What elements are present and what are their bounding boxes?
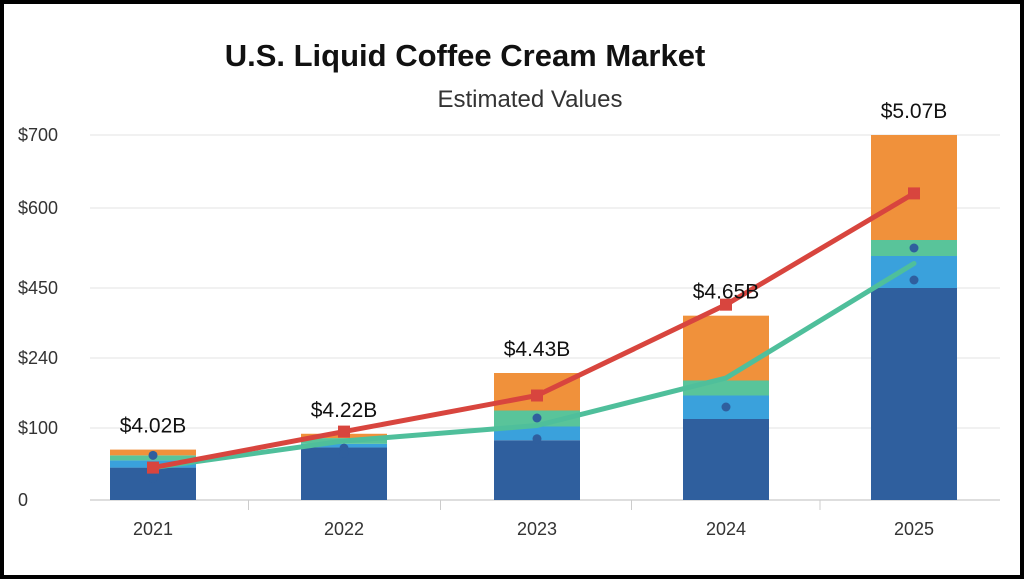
data-label: $4.02B: [120, 415, 187, 438]
scatter-point: [532, 434, 542, 444]
line-marker: [338, 425, 350, 438]
y-tick-label: $450: [18, 278, 58, 298]
line-marker: [147, 461, 159, 474]
trend-line: [150, 260, 917, 471]
scatter-point: [148, 473, 158, 483]
y-tick-label: $700: [18, 125, 58, 145]
x-tick-label: 2021: [133, 519, 173, 539]
data-label: $5.07B: [881, 100, 948, 123]
x-tick-label: 2024: [706, 519, 746, 539]
bar-segment: [871, 288, 957, 500]
scatter-point: [909, 275, 919, 285]
data-label: $4.65B: [693, 281, 760, 304]
chart-subtitle: Estimated Values: [437, 86, 623, 113]
scatter-point: [532, 413, 542, 423]
y-tick-label: $600: [18, 198, 58, 218]
scatter-point: [148, 450, 158, 460]
line-series: [147, 187, 920, 483]
y-tick-label: $100: [18, 418, 58, 438]
line-marker: [908, 187, 920, 200]
scatter-point: [721, 402, 731, 412]
x-tick-label: 2022: [324, 519, 364, 539]
chart-title: U.S. Liquid Coffee Cream Market: [224, 38, 706, 73]
y-tick-label: 0: [18, 490, 28, 510]
labels: 0 $100 $240 $450 $600 $700 2021 $4.02B 2022 $4.22…: [18, 100, 947, 539]
scatter-point: [909, 243, 919, 253]
bar-series: [110, 135, 957, 500]
bar-segment: [494, 440, 580, 500]
line-marker: [531, 389, 543, 402]
y-tick-label: $240: [18, 348, 58, 368]
data-label: $4.22B: [311, 399, 378, 422]
x-tick-label: 2025: [894, 519, 934, 539]
line-marker: [720, 298, 732, 311]
data-label: $4.43B: [504, 338, 571, 361]
scatter-point: [339, 448, 349, 458]
bar-segment: [683, 419, 769, 500]
bar-segment: [494, 426, 580, 441]
x-tick-label: 2023: [517, 519, 557, 539]
bar-segment: [683, 315, 769, 381]
